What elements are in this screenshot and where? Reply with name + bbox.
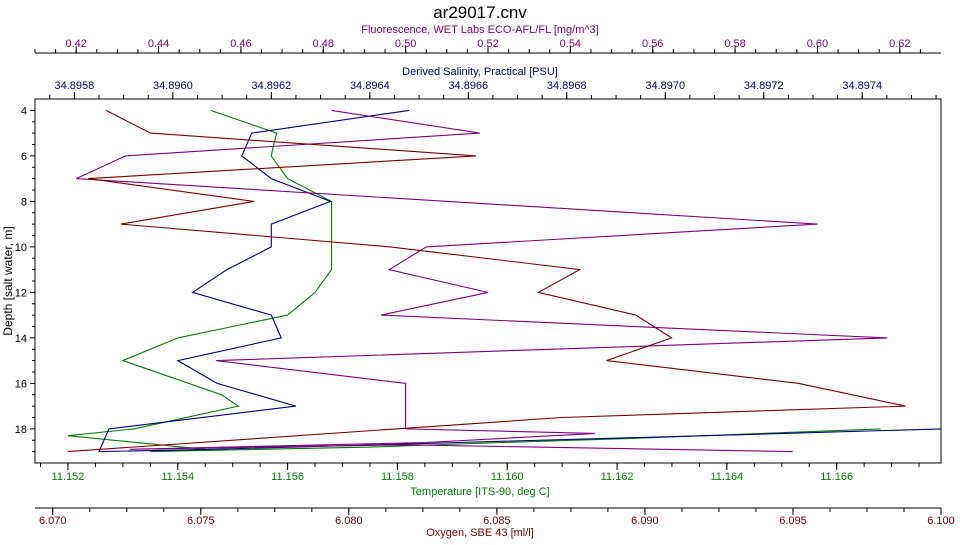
x-tick-label-fluorescence: 0.62 <box>889 38 910 50</box>
x-tick-label-fluorescence: 0.48 <box>313 38 334 50</box>
x-tick-label-salinity: 34.8958 <box>55 80 95 92</box>
series-line-oxygen <box>67 109 906 453</box>
x-tick-label-oxygen: 6.095 <box>779 515 807 527</box>
y-tick-label: 14 <box>15 333 27 345</box>
y-tick-label: 4 <box>21 105 27 117</box>
x-tick-label-temperature: 11.164 <box>710 471 743 483</box>
x-tick-label-oxygen: 6.070 <box>39 515 67 527</box>
x-tick-label-fluorescence: 0.44 <box>148 38 169 50</box>
x-tick-label-salinity: 34.8960 <box>153 80 193 92</box>
x-tick-label-oxygen: 6.085 <box>483 515 511 527</box>
x-tick-label-fluorescence: 0.52 <box>477 38 498 50</box>
x-tick-label-salinity: 34.8972 <box>744 80 784 92</box>
chart-title: ar29017.cnv <box>433 3 527 22</box>
x-tick-label-salinity: 34.8964 <box>350 80 390 92</box>
x-tick-label-fluorescence: 0.54 <box>560 38 581 50</box>
x-tick-label-temperature: 11.162 <box>601 471 634 483</box>
series-line-temperature <box>67 109 881 453</box>
y-tick-label: 6 <box>21 151 27 163</box>
x-axis-label-oxygen: Oxygen, SBE 43 [ml/l] <box>426 527 534 539</box>
x-tick-label-salinity: 34.8974 <box>842 80 882 92</box>
series-line-salinity <box>98 109 942 453</box>
x-axis-label-salinity: Derived Salinity, Practical [PSU] <box>402 66 558 78</box>
x-tick-label-temperature: 11.166 <box>820 471 853 483</box>
y-tick-label: 12 <box>15 287 27 299</box>
y-tick-label: 10 <box>15 242 27 254</box>
x-tick-label-temperature: 11.160 <box>491 471 524 483</box>
x-tick-label-temperature: 11.154 <box>161 471 194 483</box>
x-tick-label-fluorescence: 0.46 <box>230 38 251 50</box>
x-tick-label-oxygen: 6.080 <box>335 515 363 527</box>
x-tick-label-oxygen: 6.090 <box>631 515 659 527</box>
x-tick-label-temperature: 11.156 <box>271 471 304 483</box>
x-tick-label-salinity: 34.8962 <box>251 80 291 92</box>
x-tick-label-fluorescence: 0.58 <box>724 38 745 50</box>
y-tick-label: 16 <box>15 378 27 390</box>
x-tick-label-temperature: 11.152 <box>52 471 85 483</box>
x-tick-label-salinity: 34.8970 <box>645 80 685 92</box>
x-tick-label-fluorescence: 0.56 <box>642 38 663 50</box>
x-tick-label-fluorescence: 0.50 <box>395 38 416 50</box>
x-tick-label-oxygen: 6.075 <box>187 515 215 527</box>
x-tick-label-fluorescence: 0.60 <box>807 38 828 50</box>
series-line-fluorescence <box>75 109 888 453</box>
y-tick-label: 8 <box>21 196 27 208</box>
x-tick-label-fluorescence: 0.42 <box>65 38 86 50</box>
plot-frame <box>34 98 942 464</box>
x-tick-label-oxygen: 6.100 <box>927 515 955 527</box>
x-tick-label-temperature: 11.158 <box>381 471 414 483</box>
x-tick-label-salinity: 34.8968 <box>547 80 587 92</box>
x-tick-label-salinity: 34.8966 <box>448 80 488 92</box>
y-tick-label: 18 <box>15 424 27 436</box>
y-axis-label: Depth [salt water, m] <box>1 226 15 335</box>
x-axis-label-temperature: Temperature [ITS-90, deg C] <box>410 486 549 498</box>
x-axis-label-fluorescence: Fluorescence, WET Labs ECO-AFL/FL [mg/m^… <box>361 24 598 36</box>
